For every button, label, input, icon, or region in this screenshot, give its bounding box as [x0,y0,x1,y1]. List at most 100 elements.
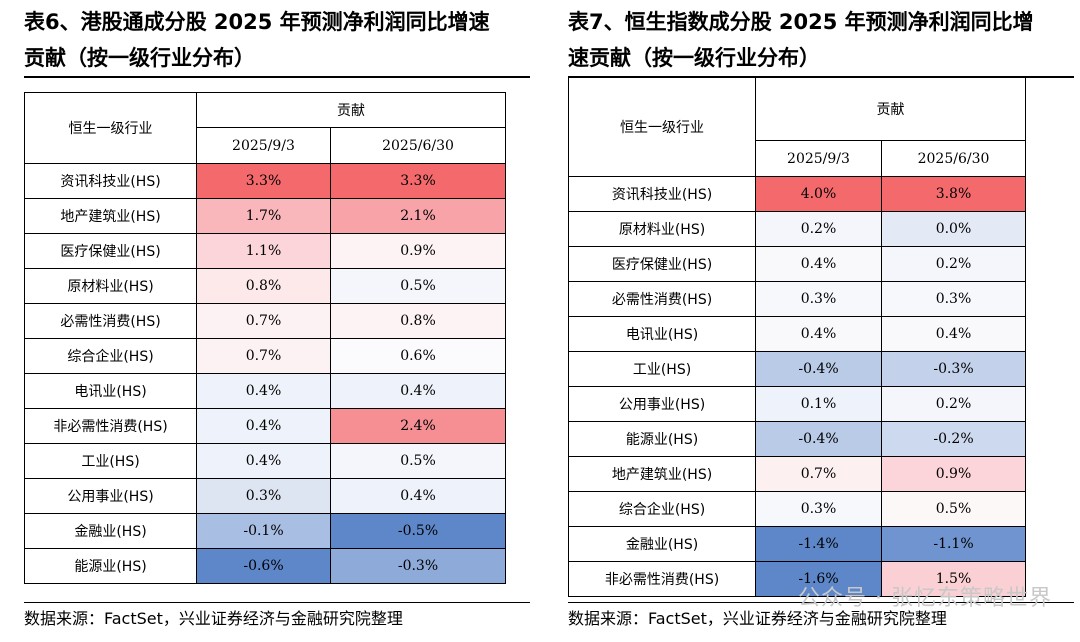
right-header-group: 贡献 [755,77,1026,141]
value-cell-date1: -0.1% [196,513,331,549]
value-cell-date1: 0.4% [196,443,331,479]
left-title-line2: 贡献（按一级行业分布） [24,46,255,70]
value-cell-date2: -0.5% [330,513,506,549]
table-row: 地产建筑业(HS) 1.7% 2.1% [24,198,506,234]
left-header-date2: 2025/6/30 [330,127,506,164]
left-header-group: 贡献 [196,92,506,128]
industry-cell: 工业(HS) [568,351,756,387]
industry-cell: 电讯业(HS) [24,373,197,409]
watermark-text: 公众号 · 张忆东策略世界 [798,586,1052,611]
right-table-title: 表7、恒生指数成分股 2025 年预测净利润同比增 速贡献（按一级行业分布） [568,0,1074,76]
value-cell-date1: 0.4% [196,373,331,409]
right-header-industry: 恒生一级行业 [568,77,756,177]
value-cell-date2: 0.4% [330,478,506,514]
value-cell-date1: 0.3% [755,491,882,527]
left-data-table: 恒生一级行业 贡献 2025/9/3 2025/6/30 资讯科技业(HS) 3.… [24,92,506,584]
value-cell-date2: 0.3% [881,281,1026,317]
value-cell-date2: 0.5% [881,491,1026,527]
industry-cell: 原材料业(HS) [568,211,756,247]
value-cell-date1: 0.4% [755,246,882,282]
value-cell-date2: 0.2% [881,386,1026,422]
value-cell-date2: 0.5% [330,443,506,479]
right-bottom-rule [568,602,1074,603]
industry-cell: 医疗保健业(HS) [24,233,197,269]
industry-cell: 医疗保健业(HS) [568,246,756,282]
industry-cell: 非必需性消费(HS) [568,561,756,597]
value-cell-date2: 0.2% [881,246,1026,282]
industry-cell: 金融业(HS) [568,526,756,562]
industry-cell: 非必需性消费(HS) [24,408,197,444]
value-cell-date1: 1.1% [196,233,331,269]
right-title-line2: 速贡献（按一级行业分布） [568,46,820,70]
table-row: 公用事业(HS) 0.3% 0.4% [24,478,506,514]
value-cell-date1: 0.3% [196,478,331,514]
industry-cell: 必需性消费(HS) [568,281,756,317]
value-cell-date1: 4.0% [755,176,882,212]
table-row: 医疗保健业(HS) 0.4% 0.2% [568,246,1026,282]
value-cell-date1: 0.4% [196,408,331,444]
table-row: 工业(HS) 0.4% 0.5% [24,443,506,479]
table-row: 原材料业(HS) 0.2% 0.0% [568,211,1026,247]
industry-cell: 工业(HS) [24,443,197,479]
industry-cell: 资讯科技业(HS) [568,176,756,212]
right-table-panel: 表7、恒生指数成分股 2025 年预测净利润同比增 速贡献（按一级行业分布） 恒… [568,0,1074,628]
table-row: 公用事业(HS) 0.1% 0.2% [568,386,1026,422]
industry-cell: 原材料业(HS) [24,268,197,304]
value-cell-date2: -0.2% [881,421,1026,457]
value-cell-date2: 0.4% [330,373,506,409]
value-cell-date2: 0.8% [330,303,506,339]
table-row: 金融业(HS) -0.1% -0.5% [24,513,506,549]
left-bottom-rule [24,602,530,603]
value-cell-date2: 0.9% [881,456,1026,492]
value-cell-date2: 2.4% [330,408,506,444]
industry-cell: 公用事业(HS) [568,386,756,422]
table-row: 综合企业(HS) 0.3% 0.5% [568,491,1026,527]
value-cell-date1: -0.4% [755,421,882,457]
table-row: 电讯业(HS) 0.4% 0.4% [24,373,506,409]
value-cell-date2: 3.8% [881,176,1026,212]
table-row: 非必需性消费(HS) 0.4% 2.4% [24,408,506,444]
value-cell-date1: 1.7% [196,198,331,234]
value-cell-date1: -0.4% [755,351,882,387]
left-header-date1: 2025/9/3 [196,127,331,164]
value-cell-date1: 0.7% [196,303,331,339]
table-row: 金融业(HS) -1.4% -1.1% [568,526,1026,562]
left-table-title: 表6、港股通成分股 2025 年预测净利润同比增速 贡献（按一级行业分布） [24,0,530,76]
right-title-line1: 表7、恒生指数成分股 2025 年预测净利润同比增 [568,10,1034,34]
value-cell-date1: 0.1% [755,386,882,422]
industry-cell: 必需性消费(HS) [24,303,197,339]
value-cell-date1: 0.3% [755,281,882,317]
industry-cell: 地产建筑业(HS) [568,456,756,492]
left-title-line1: 表6、港股通成分股 2025 年预测净利润同比增速 [24,10,490,34]
value-cell-date2: 0.5% [330,268,506,304]
left-table-body: 资讯科技业(HS) 3.3% 3.3% 地产建筑业(HS) 1.7% 2.1% 医疗保健业(… [24,163,506,584]
value-cell-date2: 3.3% [330,163,506,199]
value-cell-date2: -0.3% [881,351,1026,387]
value-cell-date2: -0.3% [330,548,506,584]
table-row: 能源业(HS) -0.6% -0.3% [24,548,506,584]
industry-cell: 能源业(HS) [24,548,197,584]
industry-cell: 资讯科技业(HS) [24,163,197,199]
value-cell-date1: 0.4% [755,316,882,352]
industry-cell: 公用事业(HS) [24,478,197,514]
industry-cell: 电讯业(HS) [568,316,756,352]
table-row: 工业(HS) -0.4% -0.3% [568,351,1026,387]
right-table-body: 资讯科技业(HS) 4.0% 3.8% 原材料业(HS) 0.2% 0.0% 医疗保健业(H… [568,176,1026,597]
right-source-note: 数据来源：FactSet，兴业证券经济与金融研究院整理 [568,609,947,628]
table-row: 资讯科技业(HS) 3.3% 3.3% [24,163,506,199]
industry-cell: 地产建筑业(HS) [24,198,197,234]
table-row: 非必需性消费(HS) -1.6% 1.5% [568,561,1026,597]
left-header-industry: 恒生一级行业 [24,92,197,164]
right-header-date2: 2025/6/30 [881,140,1026,177]
left-title-rule [24,76,530,78]
value-cell-date2: 2.1% [330,198,506,234]
industry-cell: 金融业(HS) [24,513,197,549]
value-cell-date1: -1.6% [755,561,882,597]
right-data-table: 恒生一级行业 贡献 2025/9/3 2025/6/30 资讯科技业(HS) 4.… [568,77,1026,597]
table-row: 地产建筑业(HS) 0.7% 0.9% [568,456,1026,492]
industry-cell: 综合企业(HS) [24,338,197,374]
value-cell-date1: 3.3% [196,163,331,199]
left-table-wrap: 恒生一级行业 贡献 2025/9/3 2025/6/30 资讯科技业(HS) 3.… [24,92,506,584]
value-cell-date2: 0.0% [881,211,1026,247]
right-table-wrap: 恒生一级行业 贡献 2025/9/3 2025/6/30 资讯科技业(HS) 4.… [568,77,1026,597]
